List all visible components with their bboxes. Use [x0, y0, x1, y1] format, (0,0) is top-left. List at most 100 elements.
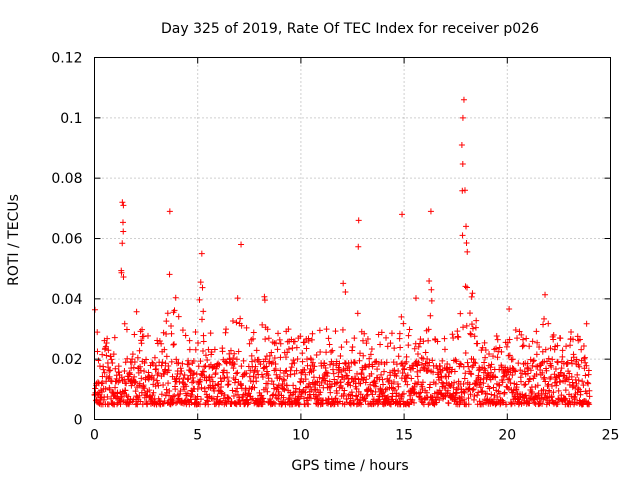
data-point	[182, 332, 189, 339]
data-point	[466, 381, 473, 388]
data-point	[461, 187, 468, 194]
data-point	[168, 323, 175, 329]
data-point	[179, 327, 186, 334]
data-point	[425, 337, 432, 344]
data-point	[554, 342, 561, 349]
data-point	[291, 338, 298, 345]
data-point	[360, 352, 367, 359]
data-point	[541, 374, 548, 381]
data-point	[279, 400, 286, 407]
data-point	[316, 374, 323, 381]
data-point	[194, 386, 201, 393]
data-point	[199, 284, 206, 291]
data-point	[505, 376, 512, 383]
data-point	[460, 381, 467, 387]
data-point	[285, 326, 292, 333]
data-point	[462, 350, 469, 357]
data-point	[516, 328, 523, 335]
data-point	[214, 381, 221, 388]
data-point	[459, 187, 466, 194]
data-point	[580, 382, 587, 389]
data-point	[418, 398, 425, 405]
data-point	[137, 363, 144, 370]
data-point	[272, 360, 279, 367]
data-point	[411, 383, 418, 390]
data-point	[332, 395, 339, 402]
data-point	[326, 384, 333, 391]
data-point	[159, 359, 166, 366]
data-point	[163, 353, 170, 360]
data-point	[171, 341, 178, 348]
data-point	[455, 384, 462, 391]
data-point	[277, 340, 284, 347]
data-point	[406, 326, 413, 333]
data-point	[383, 359, 390, 366]
data-point	[583, 320, 590, 327]
data-point	[303, 345, 310, 352]
data-point	[389, 396, 396, 403]
data-point	[355, 243, 362, 250]
data-point	[352, 360, 359, 367]
data-point	[404, 381, 411, 388]
data-point	[532, 393, 539, 400]
data-point	[359, 337, 366, 344]
data-point	[492, 374, 499, 381]
data-point	[284, 373, 291, 380]
data-point	[555, 395, 562, 402]
data-point	[172, 386, 179, 393]
data-point	[518, 331, 525, 338]
data-point	[363, 392, 370, 399]
data-point	[357, 397, 364, 404]
data-point	[260, 395, 267, 402]
data-point	[390, 379, 397, 386]
data-point	[570, 336, 577, 343]
data-point	[98, 389, 105, 396]
y-axis-label: ROTI / TECUs	[6, 194, 22, 286]
data-point	[297, 333, 304, 340]
data-point	[395, 368, 402, 375]
data-point	[453, 358, 460, 365]
data-point	[482, 347, 489, 354]
data-point	[387, 340, 394, 347]
data-point	[107, 353, 114, 360]
data-point	[460, 96, 467, 103]
data-point	[571, 396, 578, 403]
data-point	[225, 378, 232, 385]
data-point	[129, 356, 136, 363]
data-point	[163, 331, 170, 338]
data-point	[550, 389, 557, 396]
data-point	[158, 340, 165, 347]
data-point	[490, 384, 497, 391]
data-point	[422, 349, 429, 356]
data-point	[298, 390, 305, 397]
data-point	[323, 326, 330, 333]
data-point	[310, 374, 317, 381]
data-point	[356, 357, 363, 364]
data-point	[230, 393, 237, 400]
data-point	[585, 367, 592, 374]
data-point	[427, 381, 434, 388]
data-point	[177, 370, 184, 377]
data-point	[415, 343, 422, 350]
data-point	[199, 347, 206, 354]
data-point	[128, 382, 135, 389]
data-point	[197, 376, 204, 383]
data-point	[223, 360, 230, 367]
data-point	[327, 361, 334, 368]
data-point	[214, 393, 221, 400]
data-point	[578, 346, 585, 353]
data-point	[215, 360, 222, 367]
data-point	[413, 390, 420, 397]
data-point	[177, 388, 184, 395]
data-point	[374, 366, 381, 373]
data-point	[254, 367, 261, 374]
data-point	[405, 332, 412, 339]
data-point	[336, 360, 343, 367]
data-point	[115, 363, 122, 370]
data-point	[311, 363, 318, 370]
data-point	[444, 387, 451, 394]
data-point	[329, 347, 336, 354]
data-point	[118, 393, 125, 400]
data-point	[252, 363, 259, 370]
data-point	[417, 367, 424, 374]
